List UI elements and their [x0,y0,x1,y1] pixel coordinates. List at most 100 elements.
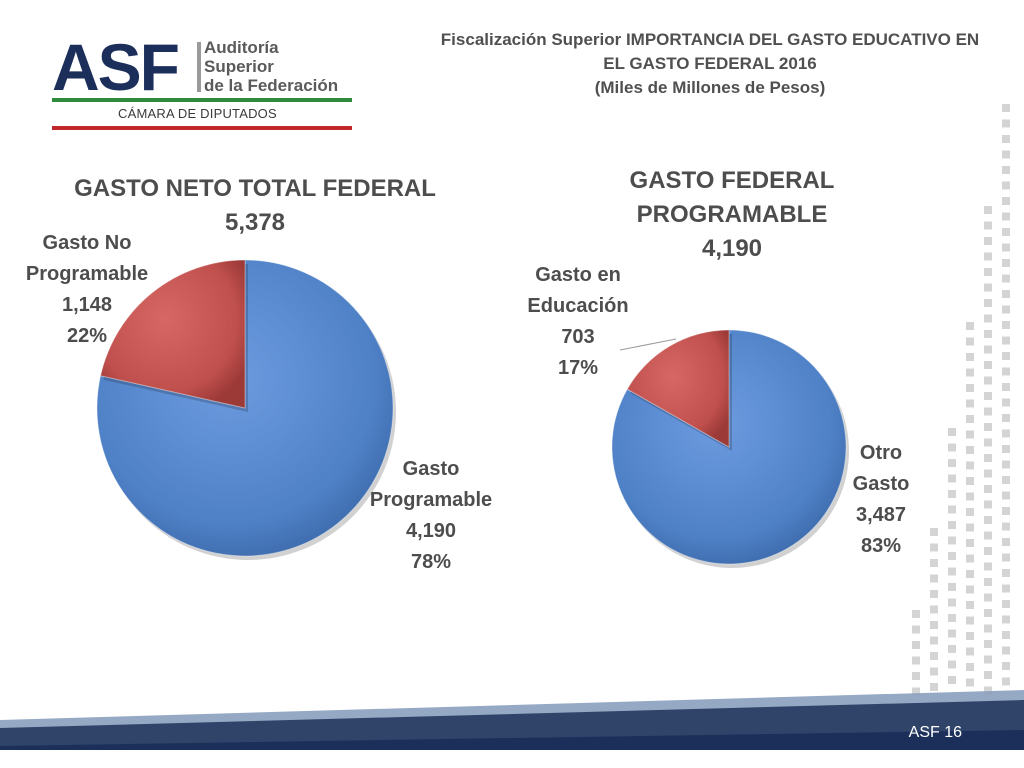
page-number: ASF 16 [908,724,962,741]
decorative-dot [930,652,938,660]
asf-logo: ASF Auditoría Superior de la Federación … [52,34,354,134]
decorative-dot [1002,414,1010,422]
decorative-dot [1002,460,1010,469]
decorative-dot [984,609,992,617]
decorative-dot [930,559,938,567]
chart1-slice-label-no-programable: Gasto No Programable 1,148 22% [8,228,166,352]
slice-value: 3,487 [855,504,907,526]
slice-value: 703 [561,326,595,348]
decorative-dot [948,567,956,576]
logo-green-stripe [52,98,352,102]
decorative-dot [948,443,956,452]
decorative-dot [984,516,992,524]
slice-name-line-1: Gasto en [535,264,621,286]
decorative-dot [1002,383,1010,391]
chart2-title-line-3: 4,190 [701,235,763,262]
decorative-dot [948,583,956,591]
decorative-dot [966,368,974,377]
decorative-dot [966,337,974,346]
decorative-dot [1002,321,1010,329]
decorative-dot [1002,646,1010,655]
chart1-title: GASTO NETO TOTAL FEDERAL 5,378 [70,172,440,240]
pie-chart-gasto-neto [96,259,396,560]
decorative-dot [966,554,974,563]
decorative-dot [948,536,956,545]
slide-title: Fiscalización Superior IMPORTANCIA DEL G… [420,28,1000,100]
slice-name-line-2: Educación [527,295,629,317]
decorative-dot [966,461,974,470]
logo-wordmark: Auditoría Superior de la Federación [204,38,338,95]
decorative-dot [966,647,974,656]
slide-title-line-2: EL GASTO FEDERAL 2016 [603,54,817,73]
chart2-title: GASTO FEDERAL PROGRAMABLE 4,190 [592,164,872,266]
logo-line-2: Superior [204,57,274,76]
decorative-dot [984,640,992,648]
decorative-dot [984,485,992,493]
decorative-dot [984,206,992,214]
decorative-dot [1002,662,1010,670]
decorative-dot [984,438,992,447]
decorative-dot [966,353,974,361]
decorative-dot [966,632,974,640]
decorative-dot [966,446,974,454]
decorative-dot [966,523,974,532]
logo-red-stripe [52,126,352,130]
decorative-dot [948,474,956,483]
chart2-slice-label-educacion: Gasto en Educación 703 17% [510,260,646,384]
decorative-dot [948,505,956,514]
decorative-dot [930,528,938,536]
decorative-dot [1002,197,1010,205]
decorative-dot [984,330,992,338]
decorative-dot [984,655,992,664]
decorative-dot [984,376,992,385]
decorative-dot [1002,553,1010,562]
slice-percent: 83% [860,535,902,557]
decorative-dot [1002,584,1010,593]
decorative-dot [1002,677,1010,686]
slice-value: 1,148 [61,294,113,316]
decorative-dot [966,384,974,392]
decorative-dot [984,547,992,555]
decorative-dot [984,686,992,695]
decorative-dot [930,574,938,583]
decorative-dot [984,671,992,679]
decorative-dot [966,508,974,516]
slice-name-line-2: Programable [369,489,493,511]
decorative-dot [984,252,992,261]
logo-subtitle: CÁMARA DE DIPUTADOS [118,106,277,121]
decorative-dot [1002,600,1010,608]
leader-line-educacion [619,338,677,351]
decorative-dot [966,539,974,547]
pie-slice-blue [611,329,847,565]
footer-band [0,690,1024,750]
pie-slice-red [99,259,246,409]
decorative-dot [1002,119,1010,128]
decorative-dot [1002,228,1010,236]
decorative-dot [912,656,920,665]
decorative-dot [948,598,956,607]
chart2-title-line-2: PROGRAMABLE [636,201,828,228]
decorative-dot [1002,569,1010,577]
decorative-dot [984,423,992,431]
decorative-dot [1002,243,1010,252]
decorative-dot [1002,367,1010,376]
decorative-dot [984,624,992,633]
decorative-dot [984,562,992,571]
decorative-dot [930,636,938,645]
slice-percent: 78% [410,551,452,573]
decorative-dot [948,521,956,529]
decorative-dot [984,531,992,540]
pie-chart-gasto-programable [611,329,850,568]
decorative-dot [966,492,974,501]
decorative-dot [1002,445,1010,453]
decorative-dot [1002,476,1010,484]
decorative-dot [966,663,974,671]
decorative-dot [966,399,974,408]
decorative-dot [912,641,920,649]
decorative-dot [1002,491,1010,500]
decorative-dot [984,283,992,292]
decorative-dot [1002,631,1010,639]
decorative-dot [1002,538,1010,546]
pie-slice-blue [96,259,394,557]
